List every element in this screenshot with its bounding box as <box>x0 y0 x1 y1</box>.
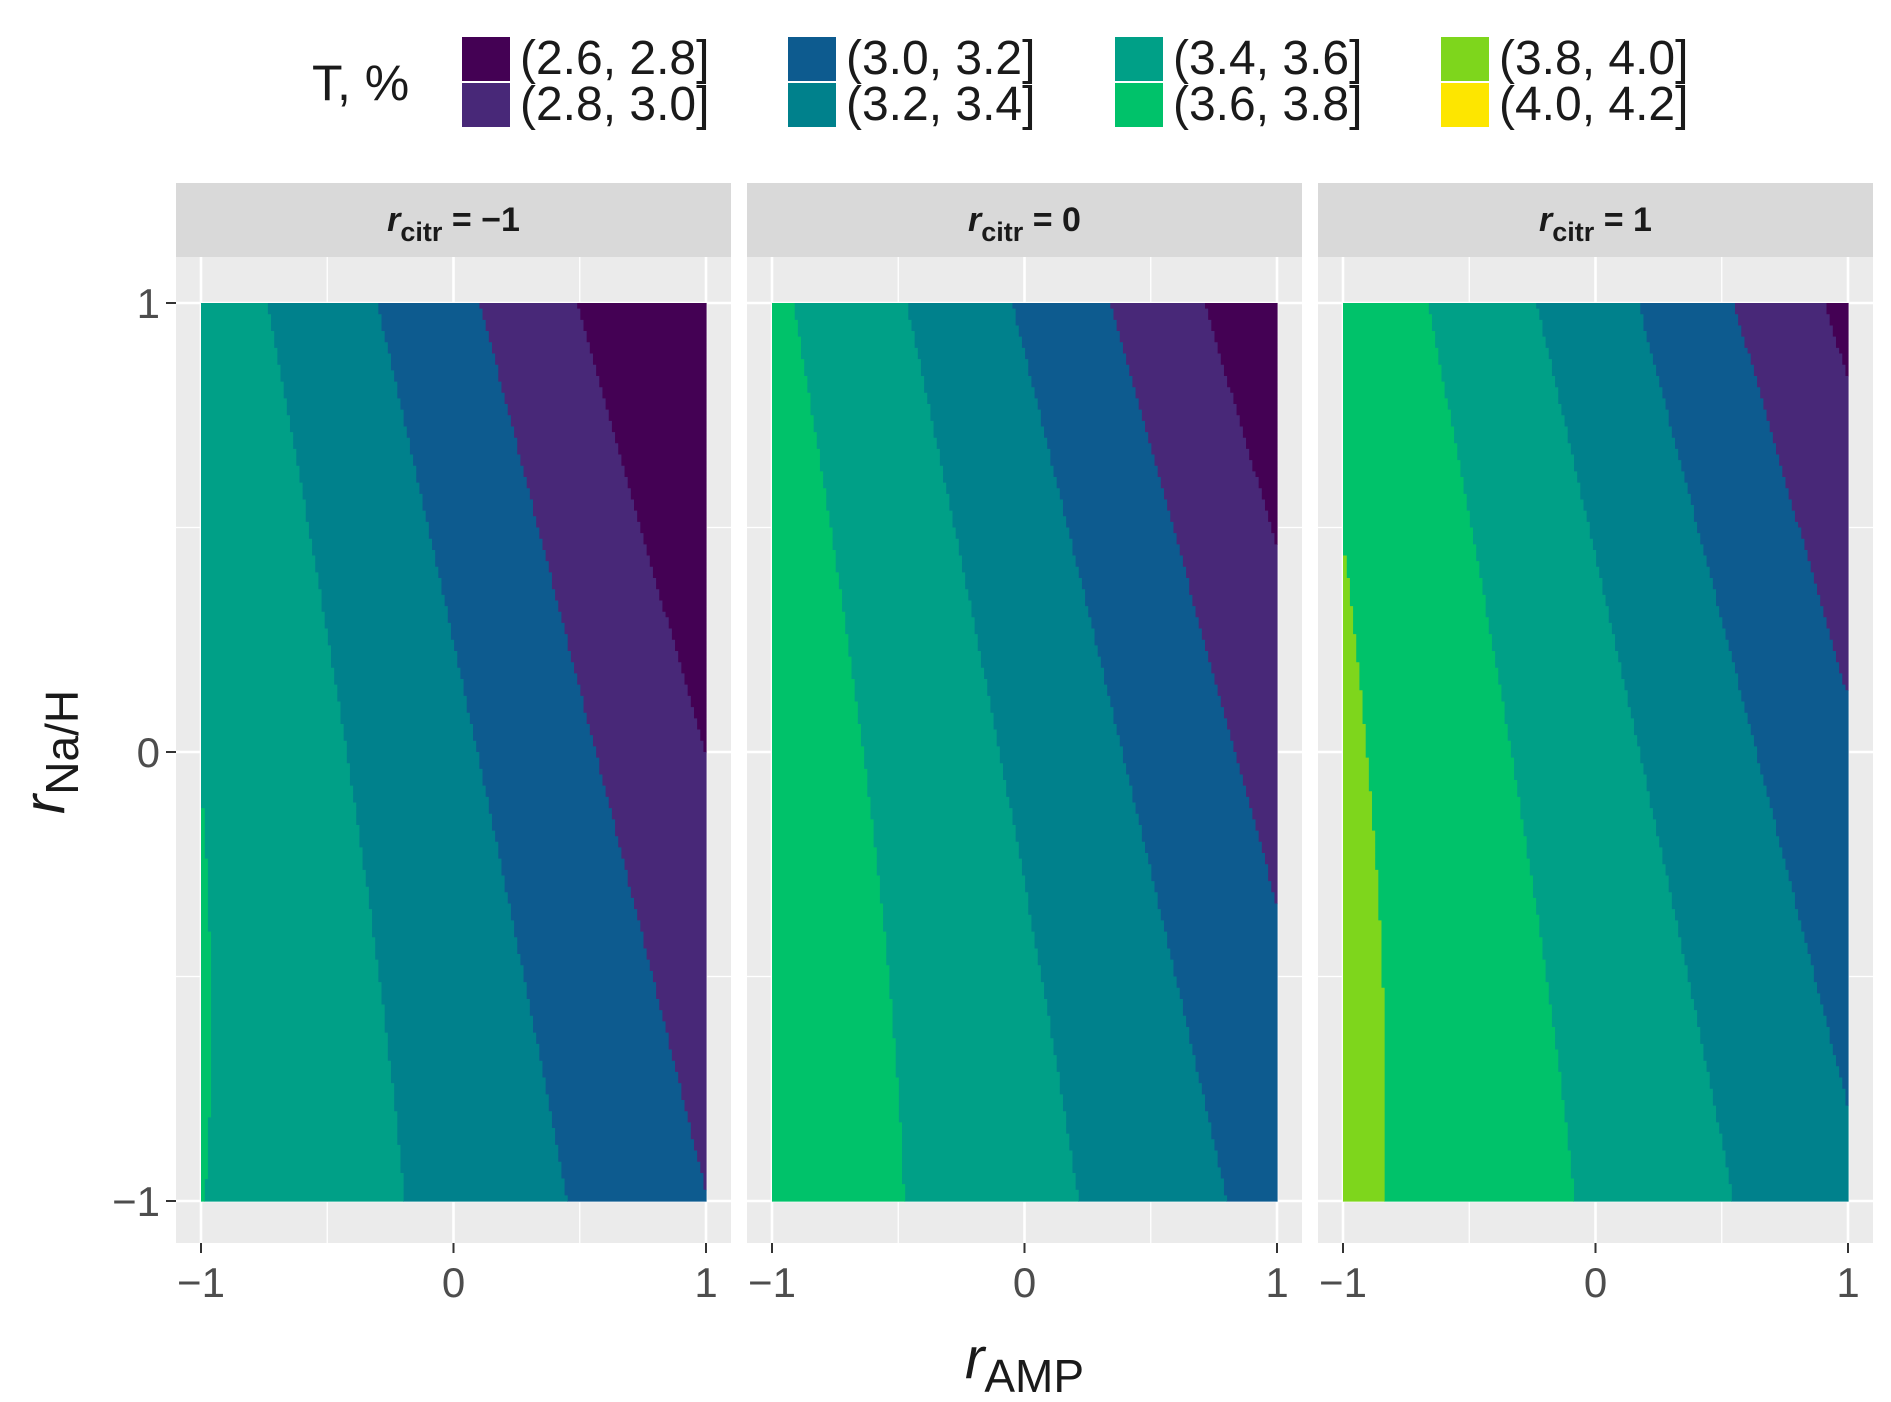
x-tick-label-2-0: −1 <box>1319 1259 1367 1306</box>
legend-key-5 <box>1115 83 1163 127</box>
legend-label-6: (3.8, 4.0] <box>1499 32 1688 85</box>
y-tick-label-0: −1 <box>112 1178 160 1225</box>
legend-key-7 <box>1441 83 1489 127</box>
legend-key-6 <box>1441 37 1489 81</box>
legend: T, % (2.6, 2.8](2.8, 3.0] (3.0, 3.2](3.2, … <box>312 32 1688 131</box>
contour-band-6 <box>1343 555 1385 1202</box>
legend-key-1 <box>462 83 510 127</box>
contour-band-3 <box>267 303 568 1202</box>
x-axis-title: rAMP <box>965 1326 1084 1402</box>
contour-band-0 <box>1825 303 1849 377</box>
panel-0: rcitr = −1 <box>176 183 731 1243</box>
contour-band-5 <box>1343 303 1575 1202</box>
legend-key-2 <box>788 37 836 81</box>
contour-band-3 <box>907 303 1228 1202</box>
contour-band-0 <box>1204 303 1278 545</box>
legend-label-2: (3.0, 3.2] <box>846 32 1035 85</box>
contour-band-4 <box>794 303 1079 1202</box>
legend-label-7: (4.0, 4.2] <box>1499 78 1688 131</box>
x-tick-label-2-1: 0 <box>1584 1259 1607 1306</box>
x-tick-label-0-0: −1 <box>177 1259 225 1306</box>
strip-1 <box>747 183 1302 257</box>
legend-title: T, % <box>312 55 409 111</box>
axes: −1 0 1 −1 0 1 −1 0 1 −1 0 1 rAMP rNa/H <box>12 280 1860 1402</box>
facet-panels: rcitr = −1 rcitr = 0 rcitr = 1 <box>176 183 1873 1243</box>
x-tick-label-1-2: 1 <box>1265 1259 1288 1306</box>
x-tick-label-2-2: 1 <box>1836 1259 1859 1306</box>
legend-key-0 <box>462 37 510 81</box>
contour-band-4 <box>1428 303 1732 1202</box>
legend-key-4 <box>1115 37 1163 81</box>
contour-band-5 <box>201 808 212 1202</box>
legend-key-3 <box>788 83 836 127</box>
legend-label-4: (3.4, 3.6] <box>1173 32 1362 85</box>
y-tick-label-1: 0 <box>137 729 160 776</box>
strip-2 <box>1318 183 1873 257</box>
contour-band-5 <box>772 303 906 1202</box>
x-tick-label-1-0: −1 <box>748 1259 796 1306</box>
x-tick-label-0-1: 0 <box>442 1259 465 1306</box>
contour-band-3 <box>1535 303 1849 1202</box>
contour-band-4 <box>201 303 404 1202</box>
x-tick-label-0-2: 1 <box>694 1259 717 1306</box>
legend-label-0: (2.6, 2.8] <box>520 32 709 85</box>
contour-band-2 <box>1011 303 1278 1202</box>
panel-1: rcitr = 0 <box>747 183 1302 1243</box>
strip-label-1: rcitr = 0 <box>968 201 1081 247</box>
x-tick-label-1-1: 0 <box>1013 1259 1036 1306</box>
legend-label-3: (3.2, 3.4] <box>846 78 1035 131</box>
contour-band-1 <box>1109 303 1278 905</box>
strip-label-2: rcitr = 1 <box>1539 201 1652 247</box>
y-axis-title: rNa/H <box>12 690 88 814</box>
y-tick-label-2: 1 <box>137 280 160 327</box>
legend-label-1: (2.8, 3.0] <box>520 78 709 131</box>
contour-band-2 <box>377 303 707 1202</box>
panel-2: rcitr = 1 <box>1318 183 1873 1243</box>
legend-label-5: (3.6, 3.8] <box>1173 78 1362 131</box>
strip-0 <box>176 183 731 257</box>
strip-label-0: rcitr = −1 <box>387 201 520 247</box>
